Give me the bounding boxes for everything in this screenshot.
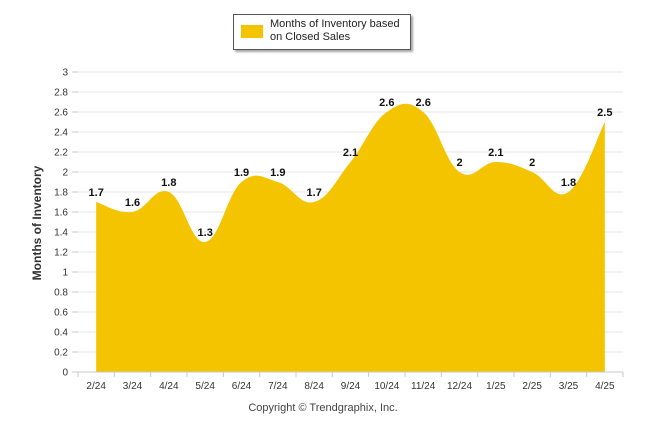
x-tick-label: 4/25 (595, 381, 615, 392)
x-tick-label: 5/24 (195, 381, 215, 392)
x-tick-label: 3/24 (123, 381, 143, 392)
y-tick-label: 1.8 (54, 188, 68, 199)
y-axis-title: Months of Inventory (30, 165, 44, 281)
y-tick-label: 1.6 (54, 208, 68, 219)
x-tick-label: 1/25 (486, 381, 506, 392)
copyright-text: Copyright © Trendgraphix, Inc. (248, 402, 398, 414)
data-label: 1.3 (198, 227, 213, 239)
x-tick-label: 2/24 (86, 381, 106, 392)
legend: Months of Inventory based on Closed Sale… (233, 14, 411, 50)
x-tick-label: 9/24 (341, 381, 361, 392)
y-tick-label: 0 (62, 368, 68, 379)
x-tick-label: 11/24 (411, 381, 436, 392)
data-label: 1.7 (89, 187, 104, 199)
y-tick-label: 3 (62, 68, 68, 79)
data-label: 1.6 (125, 197, 140, 209)
y-tick-label: 0.8 (54, 288, 68, 299)
data-label: 2 (456, 157, 462, 169)
series-area (96, 103, 605, 372)
data-label: 2 (529, 157, 535, 169)
data-label: 1.9 (234, 167, 249, 179)
y-tick-label: 0.2 (54, 348, 68, 359)
y-tick-label: 1.2 (54, 248, 68, 259)
y-axis-tick-labels: 0 0.2 0.4 0.6 0.8 1 1.2 1.4 1.6 1.8 2 2.2 2.4 2.6 2.8 3 (54, 68, 68, 379)
y-tick-label: 0.6 (54, 308, 68, 319)
x-axis-ticks (77, 372, 624, 377)
legend-swatch (241, 25, 263, 38)
x-tick-label: 10/24 (374, 381, 399, 392)
y-tick-label: 2.4 (54, 128, 68, 139)
x-axis-tick-labels: 2/24 3/24 4/24 5/24 6/24 7/24 8/24 9/24 10/24 11/… (86, 381, 615, 392)
x-tick-label: 12/24 (447, 381, 472, 392)
data-label: 1.7 (307, 187, 322, 199)
x-tick-label: 8/24 (304, 381, 324, 392)
data-label: 2.1 (343, 147, 358, 159)
data-labels: 1.7 1.6 1.8 1.3 1.9 1.9 1.7 2.1 2.6 2.6 2 2.1 2 1.8 2.… (89, 97, 613, 239)
data-label: 1.8 (561, 177, 576, 189)
legend-label: Months of Inventory based on Closed Sale… (270, 18, 400, 43)
y-tick-label: 0.4 (54, 328, 68, 339)
y-tick-label: 2.6 (54, 108, 68, 119)
x-tick-label: 6/24 (232, 381, 252, 392)
y-tick-label: 1.4 (54, 228, 68, 239)
data-label: 1.8 (161, 177, 176, 189)
x-tick-label: 7/24 (268, 381, 288, 392)
y-tick-label: 2.8 (54, 88, 68, 99)
x-tick-label: 3/25 (559, 381, 579, 392)
y-tick-label: 2 (62, 168, 68, 179)
y-tick-label: 2.2 (54, 148, 68, 159)
x-tick-label: 2/25 (522, 381, 542, 392)
data-label: 2.6 (416, 97, 431, 109)
data-label: 1.9 (270, 167, 285, 179)
data-label: 2.1 (488, 147, 503, 159)
y-tick-label: 1 (62, 268, 68, 279)
data-label: 2.5 (597, 107, 612, 119)
data-label: 2.6 (379, 97, 394, 109)
x-tick-label: 4/24 (159, 381, 179, 392)
